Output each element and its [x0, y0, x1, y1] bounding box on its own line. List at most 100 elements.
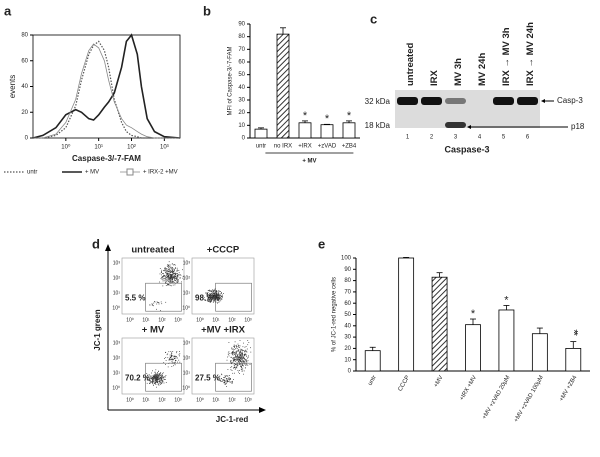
dot: [222, 295, 223, 297]
dot: [233, 361, 235, 362]
dot: [162, 373, 163, 375]
dot: [175, 273, 177, 275]
dot: [159, 376, 161, 378]
x-tick-label: CCCP: [398, 375, 412, 393]
band-label: Casp-3: [557, 96, 583, 105]
dot: [218, 296, 220, 298]
dot: [156, 376, 158, 378]
dot: [209, 300, 211, 302]
dot: [226, 381, 228, 383]
dot: [230, 379, 231, 380]
dot: [165, 271, 166, 273]
dot: [228, 379, 230, 381]
dot: [152, 383, 153, 385]
flow-title: + MV: [142, 325, 165, 336]
band: [445, 122, 466, 128]
dot: [170, 357, 171, 359]
dot: [209, 290, 210, 292]
dot: [214, 299, 216, 300]
dot: [154, 301, 156, 303]
dot: [167, 269, 169, 271]
dot: [157, 373, 158, 375]
dot: [146, 379, 148, 380]
flow-x-tick-label: 10²: [158, 397, 166, 403]
dot: [229, 379, 230, 380]
dot: [221, 298, 223, 300]
bar: [254, 128, 268, 139]
error-bar: [302, 120, 308, 123]
error-bar: [470, 318, 476, 325]
dot: [155, 384, 157, 385]
dot: [242, 346, 244, 348]
dot: [226, 379, 228, 380]
flow-title: +CCCP: [207, 245, 240, 256]
lane-number: 2: [430, 135, 434, 141]
dot: [207, 296, 208, 298]
dot: [239, 363, 241, 365]
band: [397, 97, 418, 105]
dot: [173, 280, 174, 282]
dot: [218, 301, 220, 303]
x-axis-label: Caspase-3/-7-FAM: [72, 154, 141, 163]
dot: [156, 381, 157, 382]
dot: [233, 352, 234, 354]
dot: [159, 377, 161, 379]
dot: [217, 298, 219, 299]
dot: [152, 377, 153, 379]
dot: [157, 373, 159, 375]
dot: [171, 275, 173, 276]
flow-x-tick-label: 10¹: [212, 317, 220, 323]
dot: [174, 272, 176, 274]
flow-x-tick-label: 10¹: [142, 317, 150, 323]
dot: [235, 348, 237, 349]
dot: [152, 380, 154, 382]
dot: [170, 267, 172, 268]
dot: [209, 296, 211, 298]
dot: [231, 352, 233, 353]
dot: [234, 354, 236, 355]
dot: [232, 352, 234, 353]
dot: [163, 280, 165, 282]
dot: [241, 354, 243, 356]
dot: [218, 376, 220, 377]
dot: [238, 350, 239, 351]
dot: [182, 276, 184, 277]
dot: [177, 361, 178, 363]
dot: [172, 270, 173, 272]
dot: [175, 281, 177, 283]
dot: [163, 270, 164, 271]
dot: [167, 264, 168, 266]
dot: [220, 300, 222, 302]
dot: [220, 296, 222, 298]
dot: [150, 376, 152, 378]
dot: [213, 289, 215, 291]
dot: [230, 356, 232, 358]
dot: [239, 354, 241, 356]
dot: [215, 290, 217, 292]
y-tick-label: 50: [238, 72, 245, 78]
dot: [164, 270, 166, 271]
dot: [152, 379, 154, 380]
significance-mark: *: [347, 110, 352, 122]
dot: [168, 276, 169, 277]
dot: [237, 356, 239, 357]
arrow-head: [541, 99, 545, 103]
dot: [239, 351, 241, 353]
dot: [182, 269, 183, 271]
dot: [231, 366, 233, 367]
dot: [171, 277, 173, 279]
dot: [171, 276, 173, 278]
x-tick-label: 10⁰: [61, 144, 71, 151]
dot: [210, 300, 212, 301]
dot: [167, 366, 169, 368]
dot: [215, 301, 217, 303]
gate-percent: 27.5 %: [195, 373, 220, 382]
dot: [161, 375, 162, 377]
dot: [161, 374, 163, 375]
dot: [177, 274, 179, 275]
dot: [171, 276, 172, 277]
dot: [168, 276, 169, 278]
dot: [170, 285, 172, 287]
dot: [240, 349, 242, 350]
dot: [244, 353, 246, 355]
